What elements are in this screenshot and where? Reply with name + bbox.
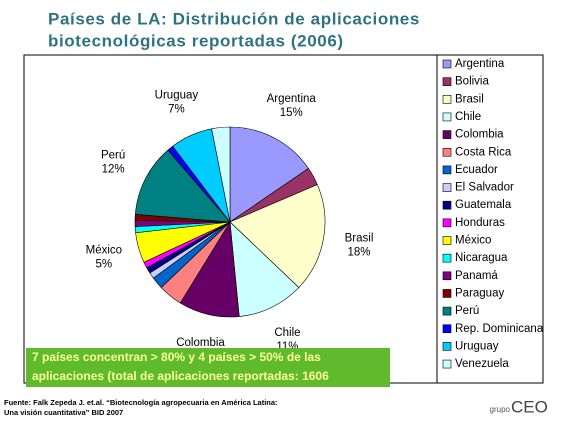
legend-label: Ecuador — [455, 164, 498, 176]
annotation-line: 7 países concentran > 80% y 4 países > 5… — [32, 350, 321, 364]
pie-slice — [134, 149, 231, 223]
slice-label: 5% — [96, 259, 113, 271]
legend-swatch — [442, 289, 452, 298]
legend-swatch — [442, 183, 452, 192]
source-line: Una visión cuantitativa” BID 2007 — [4, 408, 123, 417]
legend-label: Panamá — [455, 270, 498, 282]
slice-label: 18% — [348, 246, 371, 258]
slice-name: Brasil — [345, 232, 374, 244]
pie: Argentina15%Brasil18%Chile11%Colombia10%… — [86, 89, 374, 362]
legend-swatch — [442, 59, 452, 69]
legend-swatch — [442, 306, 452, 316]
legend-swatch — [442, 359, 452, 369]
legend-label: Costa Rica — [455, 146, 512, 158]
legend-label: Bolivia — [455, 76, 489, 88]
slice-name: Uruguay — [155, 89, 199, 101]
legend-swatch — [442, 324, 452, 334]
legend-label: Paraguay — [455, 287, 504, 299]
pie-slice — [229, 126, 309, 223]
annotation-box — [26, 348, 390, 387]
legend-label: Perú — [455, 305, 479, 317]
legend-swatch — [442, 77, 452, 86]
slice-label: 7% — [168, 103, 185, 115]
logo-big: CEO — [511, 397, 548, 416]
legend-label: Honduras — [455, 217, 505, 229]
slice-name: Chile — [274, 327, 300, 339]
legend-label: Uruguay — [455, 340, 499, 352]
legend-label: Brasil — [455, 93, 484, 105]
legend-label: Rep. Dominicana — [455, 323, 544, 335]
logo-small: grupo — [490, 405, 511, 414]
legend-label: Chile — [455, 111, 481, 123]
slice-label: 12% — [102, 164, 125, 176]
legend-swatch — [442, 165, 452, 175]
legend-swatch — [442, 236, 452, 245]
source-line: Fuente: Falk Zepeda J. et.al. “Biotecnol… — [4, 398, 278, 407]
legend-swatch — [442, 200, 452, 210]
legend-swatch — [442, 218, 452, 228]
annotation-line: aplicaciones (total de aplicaciones repo… — [32, 369, 329, 383]
legend-label: México — [455, 235, 491, 247]
legend-box — [436, 54, 544, 384]
legend-swatch — [442, 271, 452, 281]
pie-slice — [229, 221, 300, 317]
legend-label: Venezuela — [455, 358, 509, 370]
legend-label: Colombia — [455, 129, 504, 141]
slice-name: México — [86, 245, 122, 257]
legend-swatch — [442, 112, 452, 122]
title-line: Países de LA: Distribución de aplicacion… — [48, 9, 420, 28]
legend-swatch — [442, 130, 452, 139]
slice-label: 15% — [280, 107, 303, 119]
legend-swatch — [442, 253, 452, 263]
legend-label: El Salvador — [455, 182, 514, 194]
pie-slice — [229, 184, 326, 288]
legend-swatch — [442, 342, 452, 351]
legend: Argentina Bolivia Brasil Chile Colombia Costa… — [442, 58, 544, 370]
legend-label: Argentina — [455, 58, 505, 70]
slice-name: Colombia — [176, 337, 225, 349]
legend-label: Guatemala — [455, 199, 512, 211]
legend-swatch — [442, 95, 452, 104]
pie-slice — [211, 126, 231, 223]
slice-name: Perú — [101, 150, 125, 162]
legend-swatch — [442, 147, 452, 157]
legend-label: Nicaragua — [455, 252, 508, 264]
title-line: biotecnológicas reportadas (2006) — [48, 31, 344, 50]
slice-name: Argentina — [267, 93, 317, 105]
